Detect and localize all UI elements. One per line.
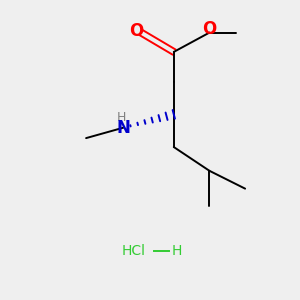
Text: H: H [117, 111, 127, 124]
Text: H: H [172, 244, 182, 258]
Text: O: O [130, 22, 144, 40]
Text: HCl: HCl [122, 244, 146, 258]
Text: O: O [202, 20, 217, 38]
Text: N: N [116, 119, 130, 137]
